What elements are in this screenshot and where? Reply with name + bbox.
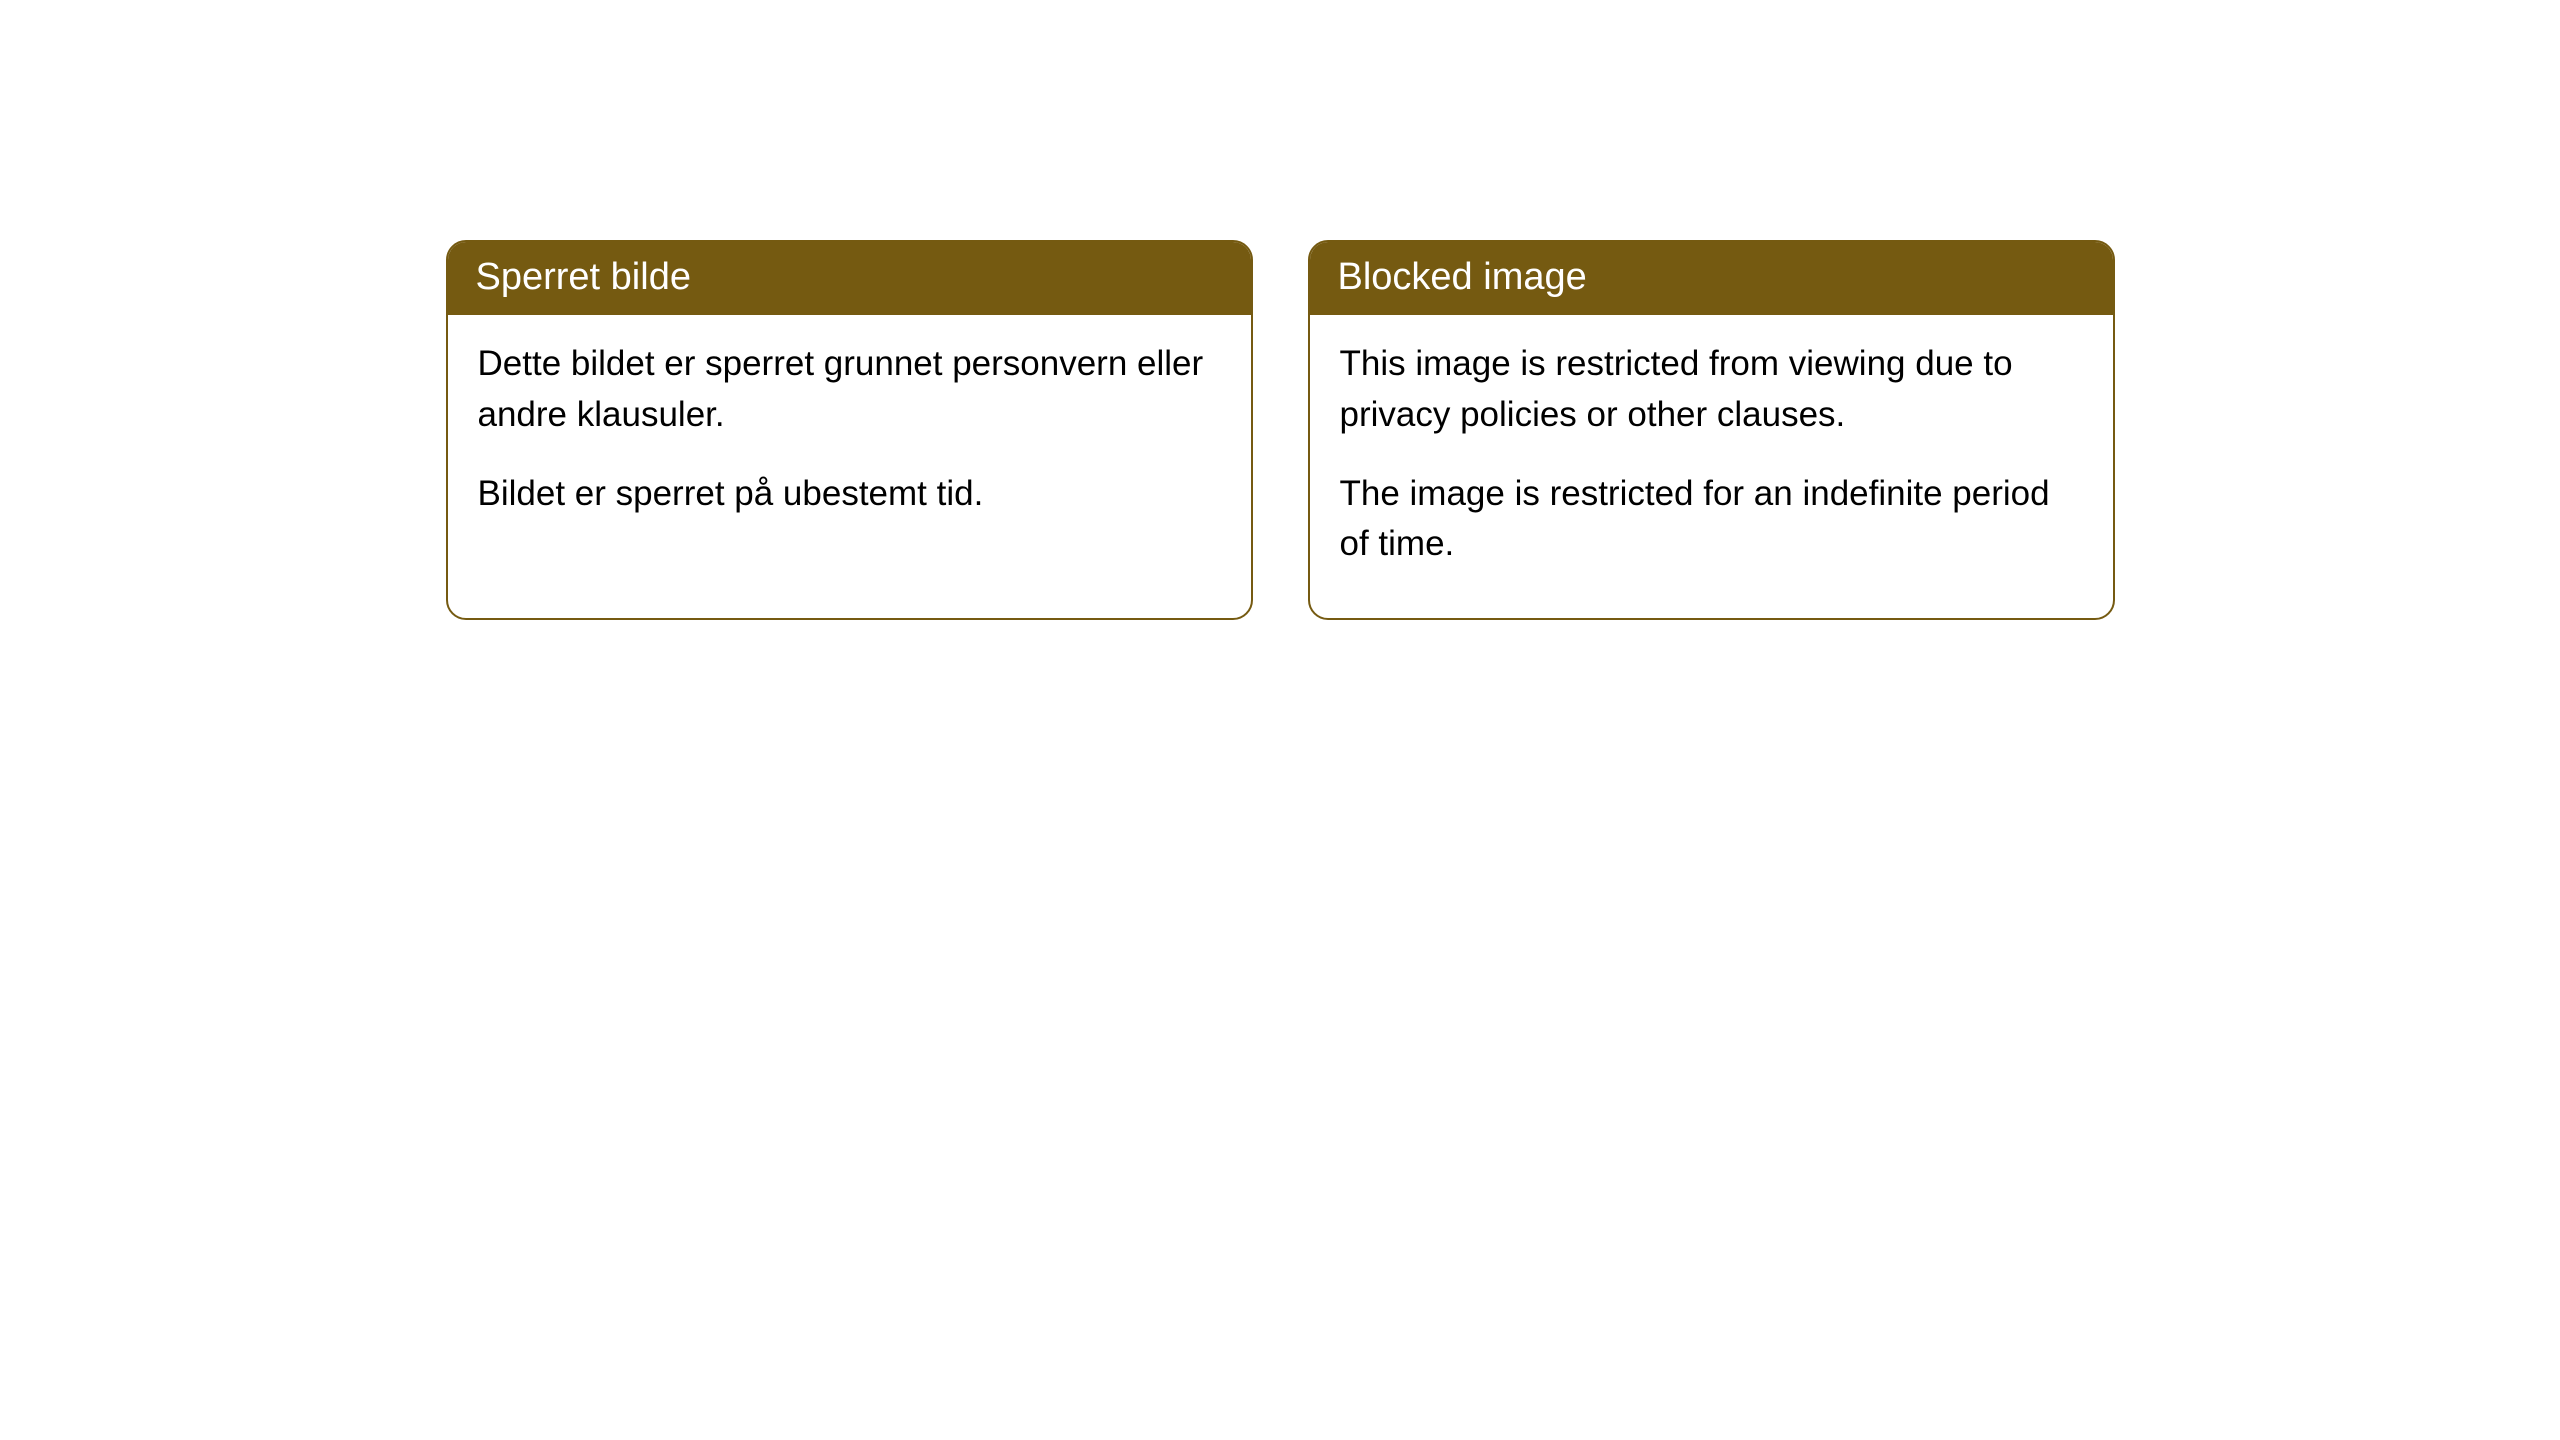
notice-card-english: Blocked image This image is restricted f… [1308, 240, 2115, 620]
notice-text-line2: The image is restricted for an indefinit… [1340, 469, 2083, 571]
notice-body-english: This image is restricted from viewing du… [1310, 315, 2113, 618]
notice-card-norwegian: Sperret bilde Dette bildet er sperret gr… [446, 240, 1253, 620]
notice-header-english: Blocked image [1310, 242, 2113, 315]
notice-cards-container: Sperret bilde Dette bildet er sperret gr… [0, 240, 2560, 620]
notice-header-norwegian: Sperret bilde [448, 242, 1251, 315]
notice-text-line1: Dette bildet er sperret grunnet personve… [478, 339, 1221, 441]
notice-text-line1: This image is restricted from viewing du… [1340, 339, 2083, 441]
notice-text-line2: Bildet er sperret på ubestemt tid. [478, 469, 1221, 520]
notice-body-norwegian: Dette bildet er sperret grunnet personve… [448, 315, 1251, 567]
